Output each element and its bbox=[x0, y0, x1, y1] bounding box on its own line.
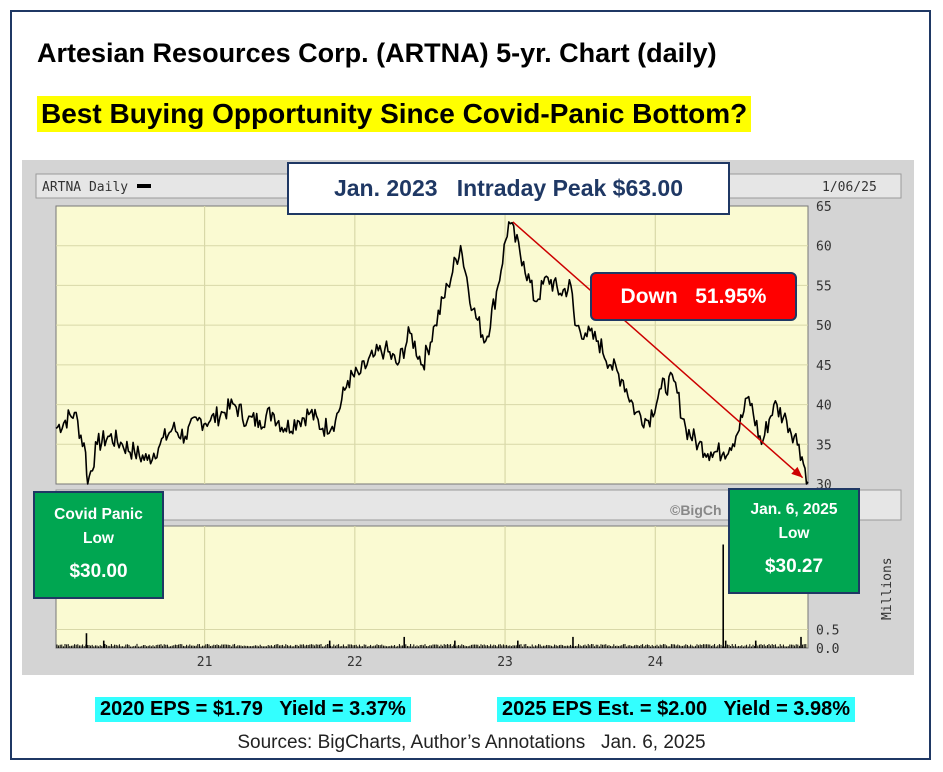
x-tick-label: 24 bbox=[647, 655, 663, 670]
price-tick-label: 55 bbox=[816, 279, 832, 294]
price-grid bbox=[56, 206, 808, 484]
chart-panel: ARTNA Daily 1/06/25 30 35 40 45 50 55 60 65 ©Bi… bbox=[22, 160, 914, 675]
trend-arrow-head bbox=[791, 466, 803, 478]
legend-line-swatch bbox=[137, 184, 151, 188]
trend-arrow bbox=[512, 221, 804, 479]
price-tick-label: 45 bbox=[816, 359, 832, 374]
covid-low-line2: Low bbox=[83, 530, 114, 547]
volume-axis-label: Millions bbox=[880, 557, 895, 620]
peak-callout: Jan. 2023 Intraday Peak $63.00 bbox=[287, 162, 730, 215]
sources-note: Sources: BigCharts, Author’s Annotations… bbox=[237, 732, 706, 753]
volume-grid bbox=[56, 526, 808, 648]
covid-low-value: $30.00 bbox=[69, 561, 128, 582]
jan6-low-line1: Jan. 6, 2025 bbox=[750, 501, 838, 518]
price-tick-label: 40 bbox=[816, 399, 832, 414]
covid-low-callout: Covid Panic Low $30.00 bbox=[33, 491, 164, 599]
chart-date-label: 1/06/25 bbox=[822, 180, 877, 195]
trend-arrow-line bbox=[512, 221, 804, 479]
jan6-low-line2: Low bbox=[778, 525, 810, 542]
covid-low-line1: Covid Panic bbox=[54, 506, 143, 523]
price-tick-label: 60 bbox=[816, 240, 832, 255]
price-tick-label: 35 bbox=[816, 438, 832, 453]
page-subtitle: Best Buying Opportunity Since Covid-Pani… bbox=[37, 96, 752, 132]
volume-tick-label: 0.5 bbox=[816, 624, 839, 639]
x-tick-label: 23 bbox=[497, 655, 513, 670]
jan6-low-value: $30.27 bbox=[764, 556, 824, 577]
eps-2020-label: 2020 EPS = $1.79 Yield = 3.37% bbox=[95, 697, 411, 722]
watermark: ©BigCh bbox=[670, 502, 722, 518]
ticker-label: ARTNA Daily bbox=[42, 180, 128, 195]
volume-bars bbox=[56, 544, 807, 648]
x-tick-label: 22 bbox=[347, 655, 363, 670]
page-title: Artesian Resources Corp. (ARTNA) 5-yr. C… bbox=[37, 38, 717, 68]
jan6-low-callout: Jan. 6, 2025 Low $30.27 bbox=[728, 488, 860, 594]
border-frame bbox=[10, 10, 931, 760]
price-line bbox=[55, 221, 809, 485]
price-tick-label: 50 bbox=[816, 319, 832, 334]
volume-tick-label: 0.0 bbox=[816, 642, 839, 657]
eps-2025-label: 2025 EPS Est. = $2.00 Yield = 3.98% bbox=[497, 697, 856, 722]
x-axis-ticks: 21 22 23 24 bbox=[197, 655, 664, 670]
volume-plot-area bbox=[55, 525, 809, 649]
x-tick-label: 21 bbox=[197, 655, 213, 670]
down-callout: Down 51.95% bbox=[590, 272, 797, 321]
price-tick-label: 65 bbox=[816, 200, 832, 215]
volume-axis-ticks: 0.00.5 bbox=[816, 624, 839, 657]
